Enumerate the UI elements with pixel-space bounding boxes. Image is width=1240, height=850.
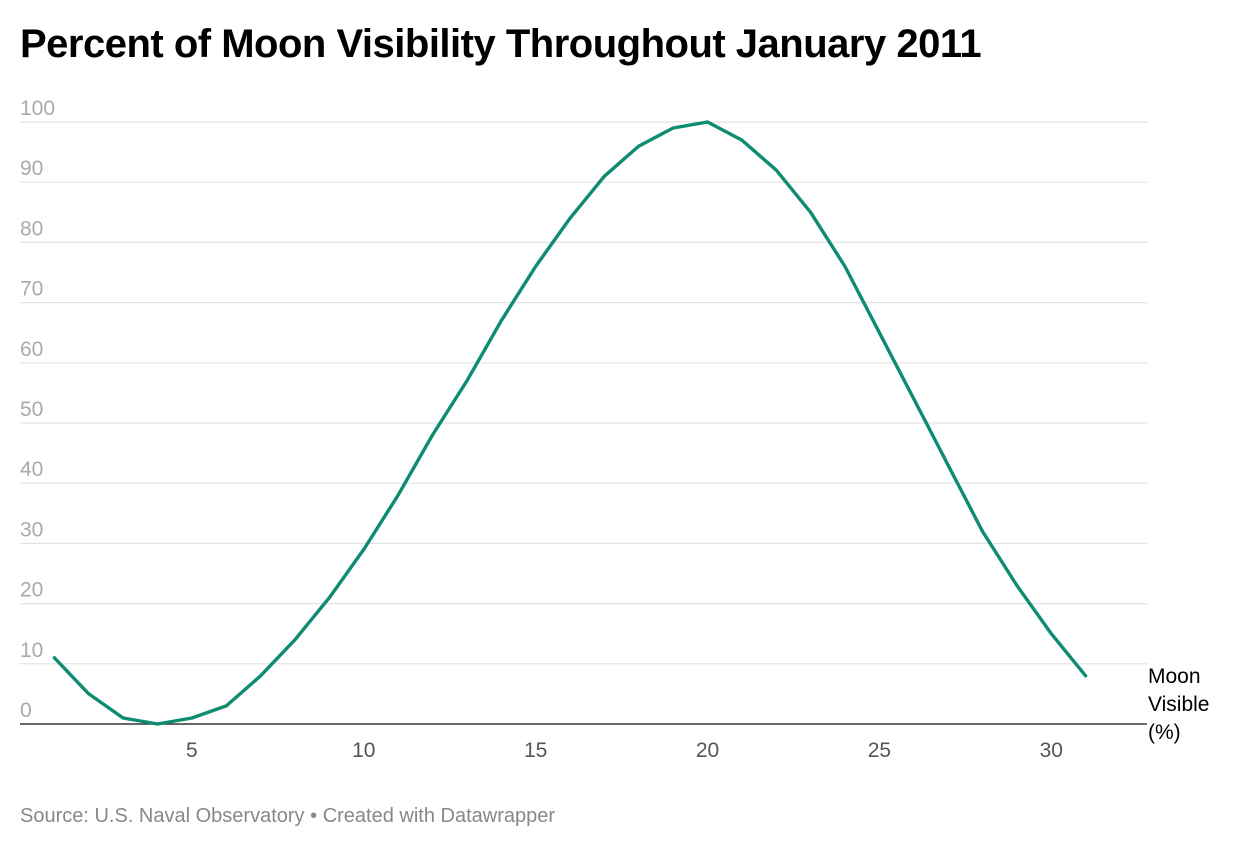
y-tick-label: 100 — [20, 97, 55, 120]
y-tick-label: 30 — [20, 518, 43, 541]
x-tick-label: 30 — [1040, 739, 1063, 762]
chart-title: Percent of Moon Visibility Throughout Ja… — [20, 22, 982, 66]
footer-separator: • — [310, 805, 318, 827]
x-tick-label: 10 — [352, 739, 375, 762]
y-tick-label: 80 — [20, 217, 43, 240]
y-tick-label: 10 — [20, 639, 43, 662]
y-tick-label: 40 — [20, 458, 43, 481]
series-label: Moon Visible (%) — [1148, 665, 1209, 744]
x-tick-label: 25 — [868, 739, 891, 762]
series-labels: Moon Visible (%) — [1148, 665, 1209, 744]
x-tick-label: 5 — [186, 739, 198, 762]
y-tick-label: 20 — [20, 579, 43, 602]
series-label-line: Visible — [1148, 693, 1209, 716]
y-tick-label: 60 — [20, 338, 43, 361]
x-tick-label: 20 — [696, 739, 719, 762]
y-axis-tick-labels: 0 10 20 30 40 50 60 70 80 90 100 — [20, 97, 55, 722]
y-tick-label: 70 — [20, 278, 43, 301]
credit-text: Created with Datawrapper — [322, 805, 556, 827]
x-tick-label: 15 — [524, 739, 547, 762]
x-axis-tick-labels: 5 10 15 20 25 30 — [186, 739, 1063, 762]
gridlines — [20, 121, 1147, 665]
y-tick-label: 90 — [20, 157, 43, 180]
y-tick-label: 0 — [20, 699, 32, 722]
series-lines — [52, 120, 1088, 726]
source-text: Source: U.S. Naval Observatory — [20, 805, 305, 827]
y-tick-label: 50 — [20, 398, 43, 421]
chart-footer: Source: U.S. Naval Observatory • Created… — [20, 805, 555, 828]
series-line — [52, 120, 1088, 726]
series-label-line: Moon — [1148, 665, 1201, 688]
series-label-line: (%) — [1148, 721, 1181, 744]
